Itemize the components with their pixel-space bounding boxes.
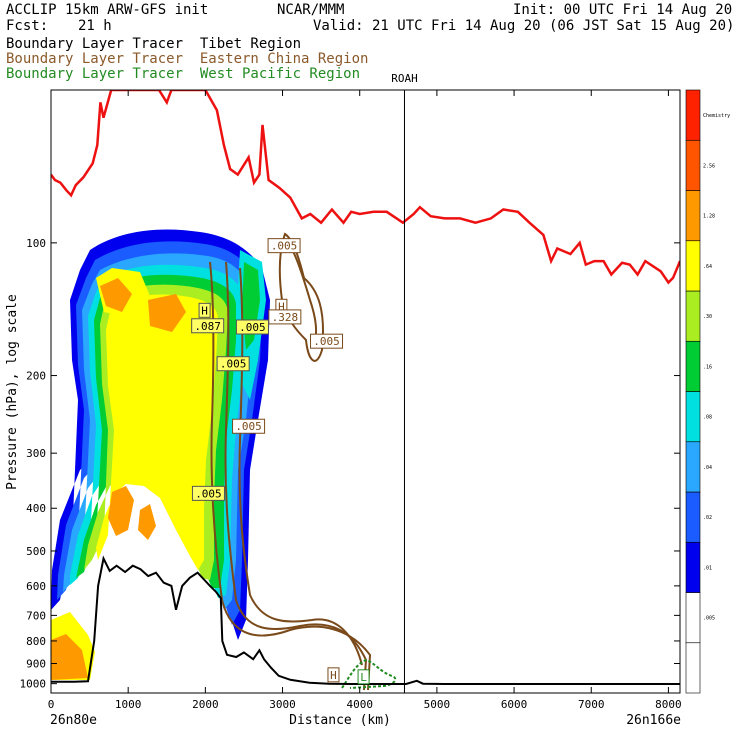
x-tick-label: 2000	[192, 698, 219, 711]
colorbar-label: Chemistry	[703, 113, 730, 119]
plot-frame	[50, 89, 681, 694]
contour-label-box	[232, 418, 266, 434]
colorbar-label: .04	[703, 465, 712, 471]
colorbar-swatch	[685, 541, 701, 593]
y-tick-label: 500	[26, 545, 46, 558]
colorbar-swatch	[685, 139, 701, 191]
colorbar-swatch	[685, 391, 701, 443]
colorbar: .005 .01 .02 .04 .08 .16 .30 .64 1.28 2.56 Chemist…	[685, 89, 730, 694]
forecast-label: Fcst:	[6, 18, 49, 34]
terrain-line	[51, 555, 680, 685]
valid-time: Valid: 21 UTC Fri 14 Aug 20 (06 JST Sat …	[313, 18, 735, 34]
roah-marker-label: ROAH	[391, 72, 418, 85]
legend-china: Boundary Layer Tracer Eastern China Regi…	[6, 51, 369, 67]
x-axis: 0 1000 2000 3000 4000 5000 6000 7000 8000	[48, 90, 682, 711]
contour-label: .005	[313, 335, 340, 348]
contour-label-box	[216, 356, 250, 372]
model-title: ACCLIP 15km ARW-GFS init	[6, 2, 209, 18]
contour-label: .005	[271, 240, 298, 253]
y-tick-label: 700	[26, 609, 46, 622]
contour-label: .005	[235, 420, 262, 433]
colorbar-label: .08	[703, 415, 712, 421]
contour-label-box	[268, 309, 302, 325]
colorbar-label: .16	[703, 364, 712, 370]
colorbar-label: .30	[703, 314, 712, 320]
init-time: Init: 00 UTC Fri 14 Aug 20	[513, 2, 733, 18]
contour-label-box	[327, 667, 340, 683]
y-axis-title: Pressure (hPa), log scale	[5, 294, 20, 490]
x-tick-label: 6000	[501, 698, 528, 711]
y-tick-label: 900	[26, 657, 46, 670]
x-tick-label: 5000	[424, 698, 451, 711]
y-tick-label: 300	[26, 447, 46, 460]
contour-label-box	[235, 319, 269, 335]
section-start-label: 26n80e	[50, 713, 97, 728]
y-tick-label: 200	[26, 370, 46, 383]
contour-label: .328	[272, 311, 299, 324]
org-label: NCAR/MMM	[277, 2, 345, 18]
colorbar-label: .005	[703, 616, 715, 622]
x-tick-label: 0	[48, 698, 55, 711]
contour-label: L	[360, 671, 367, 684]
tibet-tracer-shading	[51, 229, 270, 680]
x-tick-label: 1000	[115, 698, 142, 711]
y-tick-label: 1000	[20, 678, 47, 691]
x-tick-label: 7000	[578, 698, 605, 711]
y-axis: 100 200 300 400 500 600 700 800 900 1000	[20, 237, 680, 691]
colorbar-swatch	[685, 190, 701, 242]
contour-label-box	[357, 669, 370, 685]
x-tick-label: 8000	[655, 698, 682, 711]
contour-label: H	[330, 669, 337, 682]
y-tick-label: 400	[26, 502, 46, 515]
legend-wpac: Boundary Layer Tracer West Pacific Regio…	[6, 66, 361, 82]
x-tick-label: 3000	[269, 698, 296, 711]
contour-label-box	[191, 485, 225, 501]
colorbar-swatch	[685, 592, 701, 644]
colorbar-swatch	[685, 441, 701, 493]
contour-label-box	[191, 318, 225, 334]
colorbar-label: .64	[703, 264, 712, 270]
colorbar-label: .01	[703, 565, 712, 571]
colorbar-swatch	[685, 491, 701, 543]
section-end-label: 26n166e	[626, 713, 681, 728]
contour-label: .005	[195, 487, 222, 500]
legend-tibet: Boundary Layer Tracer Tibet Region	[6, 36, 302, 52]
contour-label: H	[278, 300, 285, 313]
tropopause-line	[51, 90, 680, 285]
contour-label: .087	[194, 320, 221, 333]
colorbar-swatch	[685, 240, 701, 292]
colorbar-swatch	[685, 290, 701, 342]
colorbar-label: 1.28	[703, 214, 715, 220]
y-tick-label: 100	[26, 237, 46, 250]
contour-label: .005	[220, 358, 247, 371]
colorbar-label: 2.56	[703, 163, 715, 169]
wpac-tracer-contours	[341, 658, 397, 689]
x-tick-label: 4000	[346, 698, 373, 711]
y-tick-label: 800	[26, 635, 46, 648]
contour-label-box	[198, 302, 211, 318]
contour-label: .005	[239, 321, 266, 334]
forecast-hour: 21 h	[78, 18, 112, 34]
contour-label: H	[201, 304, 208, 317]
contour-label-box	[267, 238, 301, 254]
contour-label-box	[310, 333, 344, 349]
colorbar-label: .02	[703, 515, 712, 521]
colorbar-swatch	[685, 340, 701, 392]
colorbar-swatch	[685, 642, 701, 694]
colorbar-swatch	[685, 89, 701, 141]
x-axis-title: Distance (km)	[289, 713, 391, 728]
y-tick-label: 600	[26, 580, 46, 593]
